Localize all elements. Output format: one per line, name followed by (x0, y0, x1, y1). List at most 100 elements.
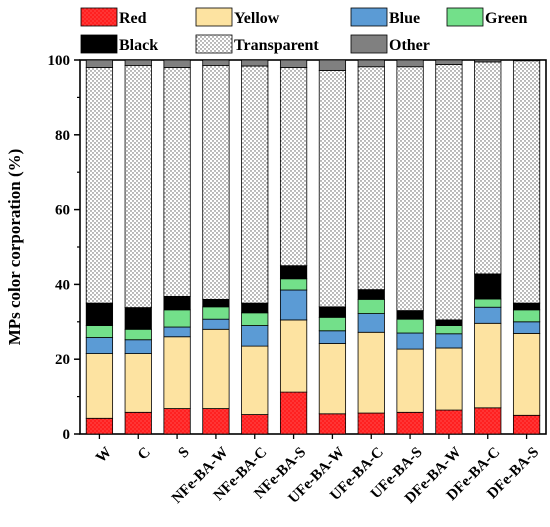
y-tick-label: 20 (55, 352, 70, 368)
bar-dfe-ba-c-other (474, 59, 502, 63)
legend-label-blue: Blue (389, 10, 420, 27)
bar-dfe-ba-s-other (512, 59, 541, 62)
legend-swatch-other (350, 34, 388, 54)
legend-swatch-black (80, 34, 118, 54)
bar-s-transparent (163, 67, 191, 297)
x-tick-label-c: C (135, 444, 154, 463)
legend-swatch-green (446, 7, 484, 27)
bar-ufe-ba-c-yellow (357, 331, 385, 414)
bar-s-other (163, 59, 191, 68)
bar-w-transparent (85, 67, 114, 304)
bar-nfe-ba-s-blue (279, 289, 308, 321)
bar-ufe-ba-w-transparent (318, 70, 347, 308)
bar-nfe-ba-s-green (279, 278, 308, 291)
bar-nfe-ba-c-blue (241, 325, 269, 347)
legend-swatch-transparent (195, 34, 233, 54)
legend: Red Yellow Blue Green Black Transparent Other (80, 7, 527, 54)
bar-nfe-ba-c-other (241, 59, 269, 67)
y-tick-labels: 0 20 40 60 80 100 (48, 53, 71, 443)
bar-nfe-ba-w-yellow (202, 328, 230, 409)
bar-nfe-ba-c-black (241, 302, 269, 314)
bar-ufe-ba-w-black (318, 306, 347, 318)
bar-c-black (124, 307, 152, 330)
bar-dfe-ba-s-yellow (512, 332, 541, 416)
bar-ufe-ba-s-red (396, 411, 424, 435)
y-tick-label: 0 (63, 427, 71, 443)
bar-s-green (163, 309, 191, 328)
bar-ufe-ba-c-other (357, 59, 385, 68)
bar-dfe-ba-w-black (435, 319, 463, 326)
bar-nfe-ba-w-green (202, 306, 230, 320)
bar-w-red (85, 417, 114, 435)
bar-dfe-ba-c-transparent (474, 61, 502, 275)
bar-s-black (163, 295, 191, 311)
bar-dfe-ba-s-black (512, 302, 541, 311)
legend-label-other: Other (389, 37, 430, 54)
bar-w-other (85, 59, 114, 68)
bar-dfe-ba-s-green (512, 309, 541, 323)
bar-dfe-ba-w-red (435, 409, 463, 435)
bar-ufe-ba-w-blue (318, 330, 347, 344)
bar-nfe-ba-c-yellow (241, 345, 269, 415)
bar-ufe-ba-c-blue (357, 313, 385, 333)
bars (85, 59, 541, 435)
bar-nfe-ba-s-yellow (279, 319, 308, 393)
bar-ufe-ba-s-transparent (396, 66, 424, 311)
bar-ufe-ba-s-black (396, 310, 424, 320)
bar-ufe-ba-w-red (318, 413, 347, 435)
axis-ticks (74, 59, 528, 439)
bar-dfe-ba-w-blue (435, 333, 463, 349)
bar-s-yellow (163, 336, 191, 409)
bar-ufe-ba-c-green (357, 298, 385, 314)
x-tick-label-s: S (175, 444, 192, 461)
legend-label-green: Green (485, 10, 527, 27)
bar-nfe-ba-w-other (202, 59, 230, 67)
bar-ufe-ba-s-blue (396, 332, 424, 350)
bar-dfe-ba-w-transparent (435, 64, 463, 321)
bar-ufe-ba-w-other (318, 59, 347, 71)
bar-w-green (85, 325, 114, 338)
legend-swatch-blue (350, 7, 388, 27)
bar-nfe-ba-w-blue (202, 318, 230, 330)
bar-nfe-ba-w-black (202, 298, 230, 308)
y-tick-label: 100 (48, 53, 71, 69)
bar-ufe-ba-s-yellow (396, 348, 424, 413)
bar-dfe-ba-c-red (474, 407, 502, 435)
bar-dfe-ba-c-green (474, 298, 502, 308)
legend-swatch-yellow (195, 7, 233, 27)
bar-w-yellow (85, 353, 114, 419)
bar-nfe-ba-s-black (279, 265, 308, 280)
bar-ufe-ba-c-black (357, 289, 385, 300)
bar-dfe-ba-w-yellow (435, 347, 463, 411)
bar-dfe-ba-c-black (474, 273, 502, 300)
x-tick-labels: W C SNFe-BA-WNFe-BA-CNFe-BA-SUFe-BA-WUFe-B… (93, 444, 542, 507)
legend-label-transparent: Transparent (234, 37, 319, 54)
bar-c-green (124, 328, 152, 341)
bar-nfe-ba-w-red (202, 408, 230, 435)
bar-ufe-ba-c-red (357, 412, 385, 435)
y-tick-label: 60 (55, 203, 70, 219)
bar-dfe-ba-s-transparent (512, 60, 541, 304)
bar-nfe-ba-s-other (279, 59, 308, 68)
bar-w-blue (85, 337, 114, 354)
bar-c-transparent (124, 65, 152, 308)
bar-ufe-ba-w-yellow (318, 343, 347, 415)
bar-w-black (85, 302, 114, 326)
bar-c-yellow (124, 353, 152, 413)
bar-dfe-ba-s-blue (512, 321, 541, 334)
bar-ufe-ba-s-other (396, 59, 424, 68)
bar-nfe-ba-c-green (241, 312, 269, 326)
bar-s-red (163, 408, 191, 435)
bar-nfe-ba-s-red (279, 391, 308, 435)
bar-dfe-ba-w-other (435, 59, 463, 65)
bar-nfe-ba-w-transparent (202, 65, 230, 300)
bar-dfe-ba-w-green (435, 325, 463, 335)
legend-label-yellow: Yellow (234, 10, 280, 27)
bar-dfe-ba-c-yellow (474, 322, 502, 409)
legend-swatch-red (80, 7, 118, 27)
bar-nfe-ba-s-transparent (279, 67, 308, 267)
bar-ufe-ba-s-green (396, 318, 424, 334)
bar-s-blue (163, 326, 191, 338)
bar-ufe-ba-w-green (318, 316, 347, 332)
bar-c-blue (124, 339, 152, 354)
